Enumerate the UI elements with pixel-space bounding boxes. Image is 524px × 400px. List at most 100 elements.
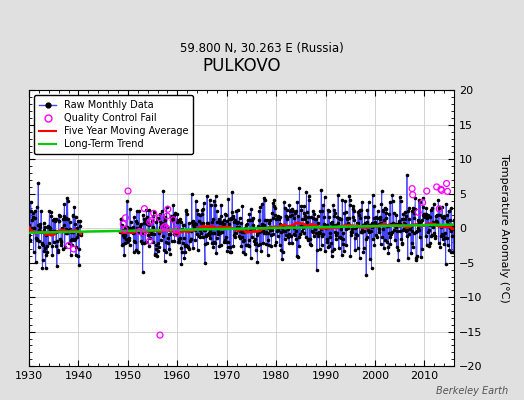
Point (31, 208, 39, 215)
Point (328, 253, 336, 259)
Point (247, 226, 256, 232)
Point (128, 226, 137, 233)
Point (45, 224, 53, 230)
Point (408, 228, 417, 234)
Point (307, 242, 315, 248)
Point (231, 216, 239, 223)
Point (161, 217, 170, 223)
Point (226, 249, 234, 255)
Point (275, 216, 283, 222)
Point (225, 220, 234, 227)
Point (290, 231, 298, 237)
Point (362, 236, 370, 242)
Point (381, 210, 390, 216)
Point (401, 208, 410, 215)
Point (136, 227, 144, 233)
Point (368, 220, 377, 226)
Point (219, 220, 227, 227)
Point (138, 240, 147, 246)
Point (366, 228, 375, 234)
Point (172, 216, 181, 223)
Point (66, 219, 74, 226)
Point (203, 220, 212, 226)
Point (207, 202, 215, 208)
Point (447, 205, 455, 212)
Point (358, 222, 367, 228)
Point (374, 223, 383, 229)
Point (204, 220, 212, 227)
Point (146, 219, 154, 225)
Point (283, 234, 292, 240)
Point (316, 230, 324, 236)
Point (428, 204, 436, 211)
Point (261, 230, 270, 236)
Point (271, 242, 280, 248)
Point (187, 228, 195, 234)
Point (196, 227, 205, 234)
Point (156, 210, 164, 217)
Point (436, 204, 444, 211)
Point (121, 214, 129, 221)
Point (215, 216, 223, 222)
Point (446, 227, 455, 234)
Point (386, 241, 395, 248)
Point (322, 225, 330, 231)
Point (159, 188, 168, 194)
Point (388, 228, 396, 235)
Point (161, 213, 169, 220)
Point (225, 244, 234, 250)
Point (432, 211, 441, 218)
Point (183, 244, 192, 251)
Point (276, 214, 285, 220)
Point (25, 232, 33, 238)
Point (195, 234, 204, 240)
Point (182, 242, 190, 248)
Point (60, 200, 69, 207)
Point (68, 242, 76, 248)
Point (252, 246, 260, 253)
Point (397, 198, 405, 204)
Point (192, 221, 201, 227)
Point (410, 215, 419, 222)
Point (227, 209, 236, 215)
Point (210, 238, 218, 245)
Point (326, 220, 335, 226)
Point (130, 214, 138, 220)
Point (116, 229, 125, 235)
Point (432, 213, 440, 219)
Point (441, 234, 450, 241)
Point (279, 222, 288, 228)
Point (293, 254, 302, 260)
Point (422, 205, 431, 211)
Point (347, 229, 355, 235)
Point (75, 262, 83, 268)
Point (179, 240, 187, 246)
Point (434, 196, 442, 203)
Point (208, 218, 216, 225)
Point (190, 224, 198, 230)
Point (267, 243, 276, 249)
Point (370, 219, 379, 225)
Point (380, 245, 388, 252)
Point (438, 187, 446, 194)
Point (241, 224, 249, 231)
Point (77, 230, 85, 236)
Point (324, 208, 333, 214)
Point (333, 214, 342, 220)
Point (414, 225, 422, 232)
Point (450, 217, 458, 223)
Point (30, 225, 39, 232)
Point (119, 240, 127, 247)
Point (47, 229, 55, 235)
Point (440, 241, 449, 247)
Point (54, 248, 62, 255)
Point (189, 245, 197, 251)
Point (74, 253, 83, 259)
Point (433, 219, 442, 225)
Point (160, 223, 169, 230)
Point (355, 254, 364, 261)
Point (157, 237, 165, 243)
Point (326, 234, 334, 240)
Point (193, 247, 202, 253)
Point (198, 206, 206, 213)
